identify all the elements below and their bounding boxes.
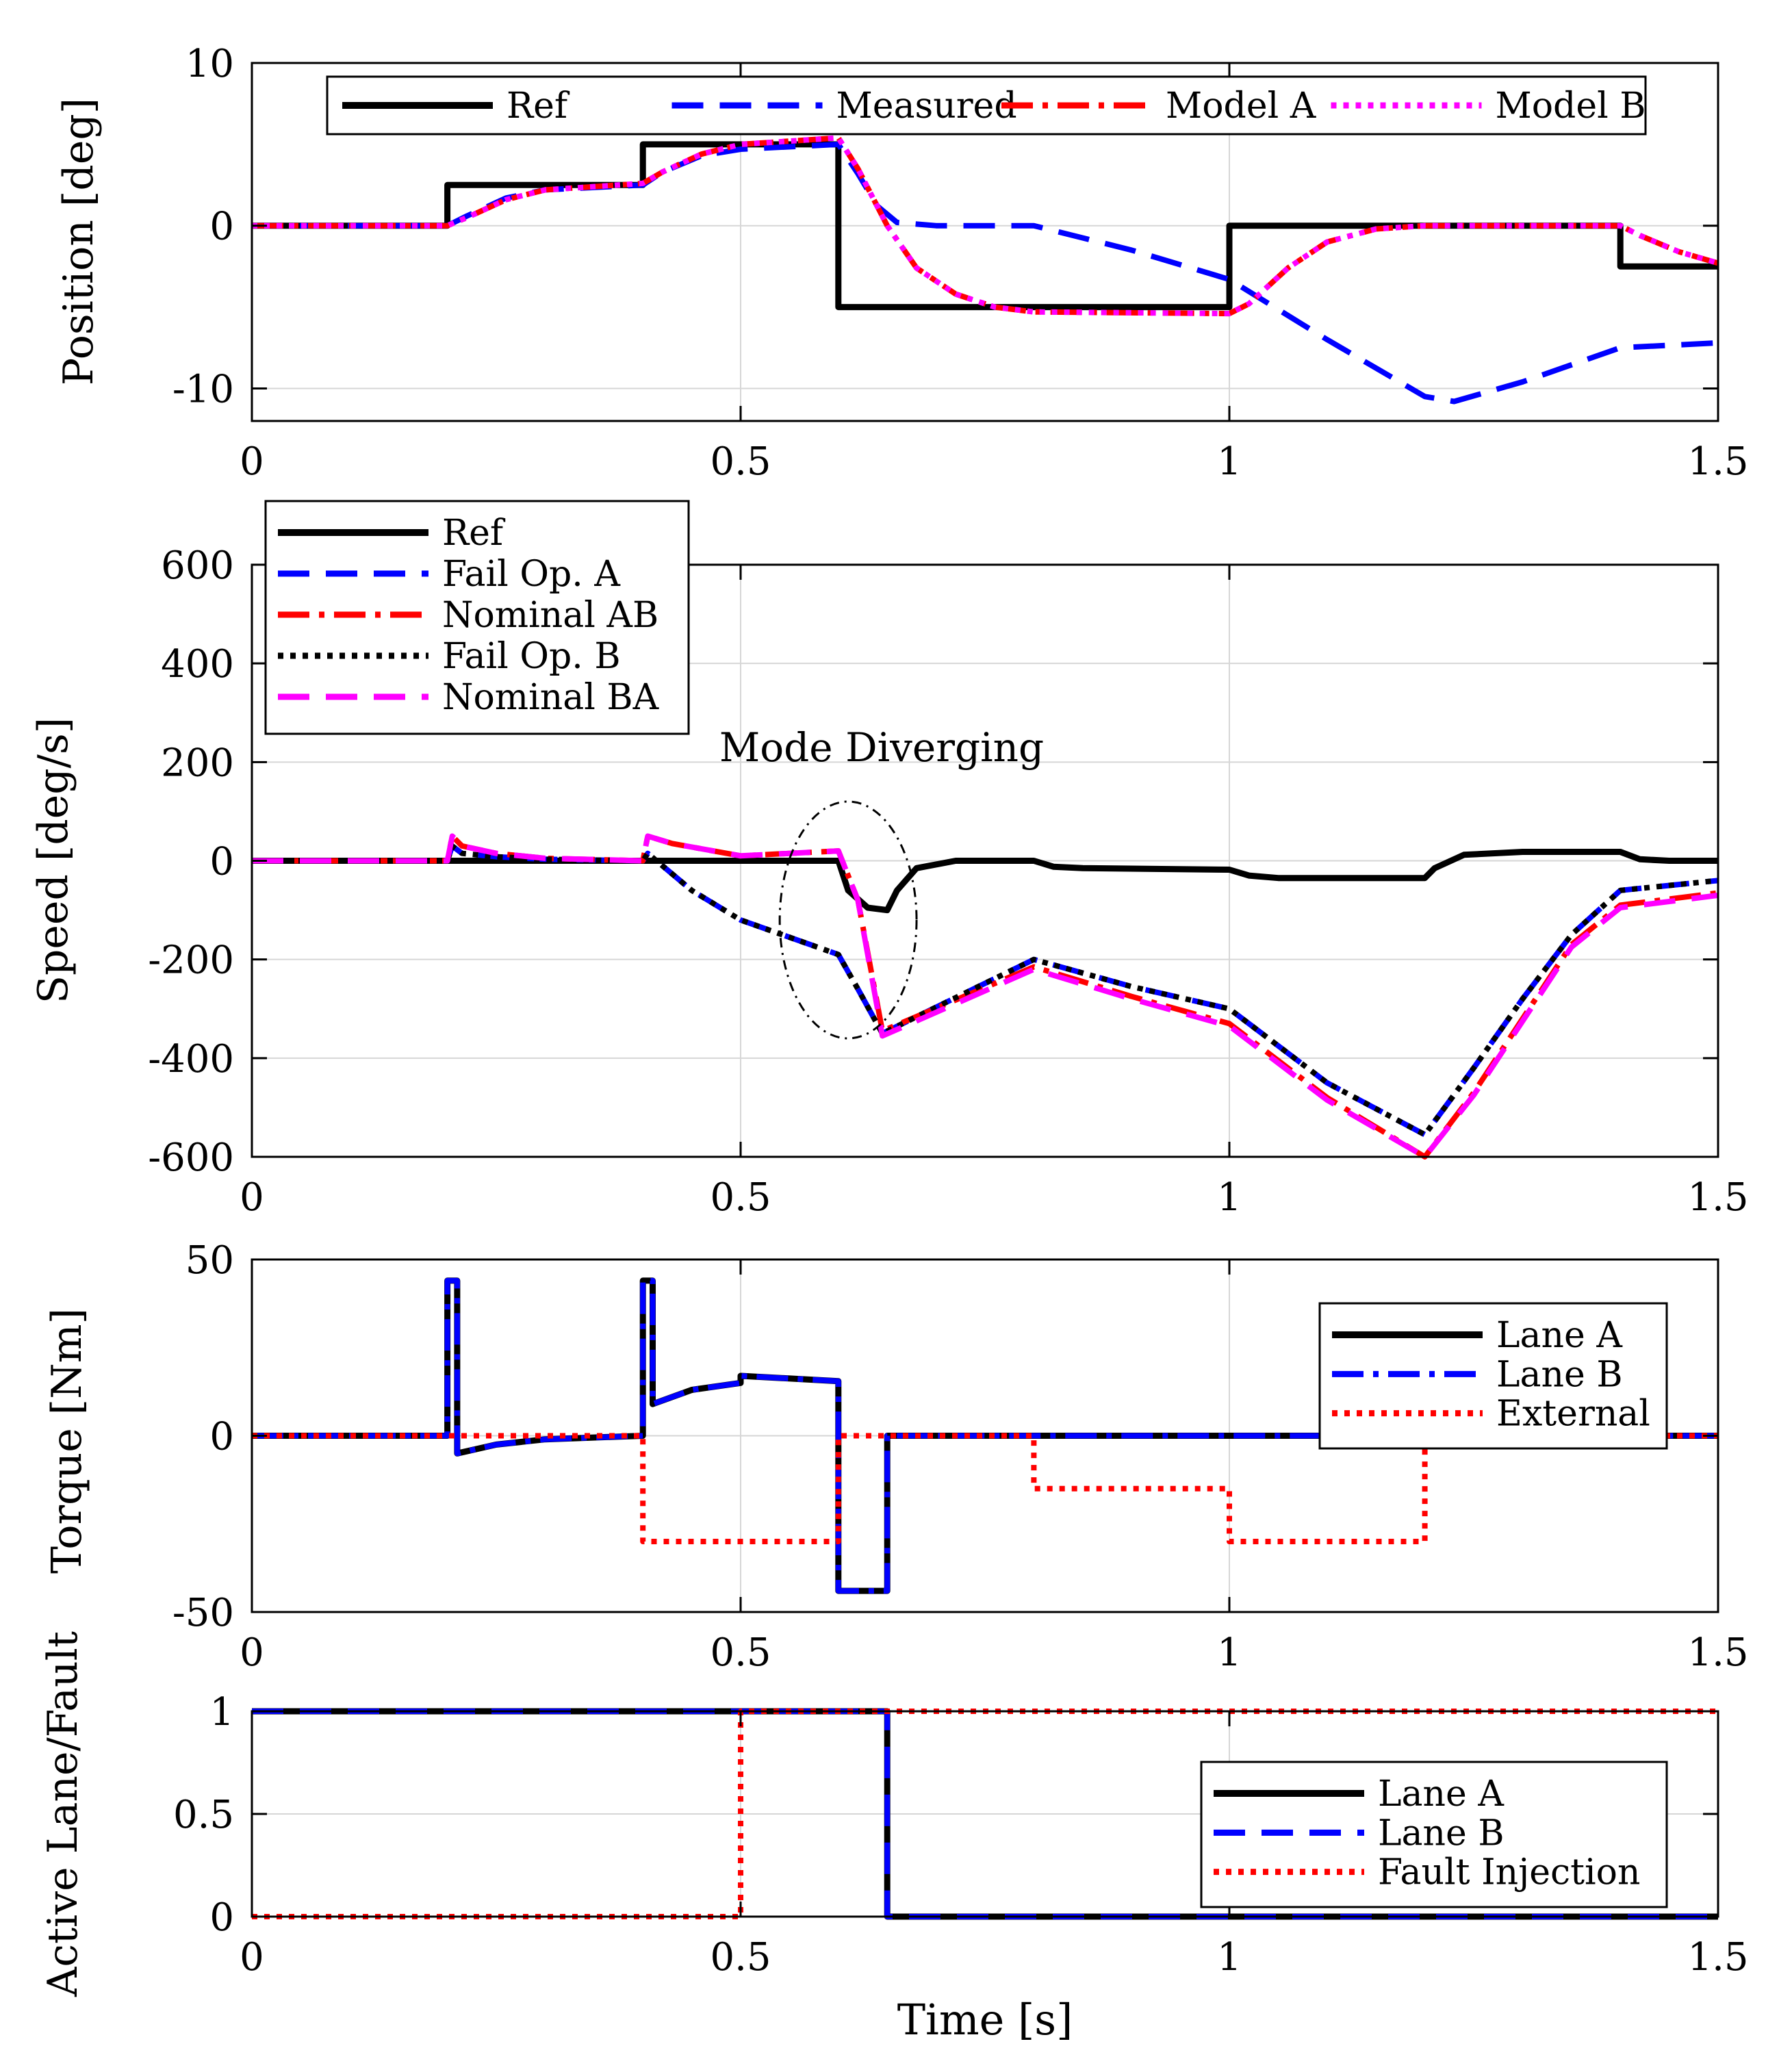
x-tick-label: 1.5 (1687, 439, 1748, 484)
legend-label: Model A (1166, 86, 1317, 127)
position-legend: Ref Measured Model A Model B (326, 75, 1647, 136)
legend-label: Model B (1496, 86, 1646, 127)
y-tick-label: 10 (185, 42, 234, 86)
position-axes-box (251, 62, 1719, 422)
x-tick-label: 0 (240, 439, 264, 484)
speed-series (252, 833, 1718, 1160)
torque-ylabel: Torque [Nm] (43, 1308, 91, 1574)
legend-label: Fault Injection (1378, 1852, 1640, 1893)
y-tick-label: 0 (209, 840, 234, 884)
x-tick-label: 0.5 (710, 1935, 771, 1980)
position-series (252, 135, 1718, 405)
y-tick-label: -50 (172, 1591, 234, 1635)
legend-label: Lane A (1378, 1774, 1505, 1815)
active-lane-ylabel: Active Lane/Fault (39, 1631, 87, 1997)
y-tick-label: 600 (161, 543, 234, 588)
legend-label: Nominal BA (442, 677, 660, 718)
x-tick-label: 1.5 (1687, 1175, 1748, 1220)
legend-box (326, 75, 1647, 136)
y-tick-label: -400 (148, 1037, 234, 1082)
x-tick-label: 1 (1217, 1935, 1242, 1980)
x-tick-label: 0 (240, 1630, 264, 1675)
series-speed-fail-op-a (252, 843, 1718, 1138)
series-position-ref (252, 141, 1718, 311)
series-torque-lane-b (252, 1277, 1718, 1594)
x-tick-label: 1.5 (1687, 1630, 1748, 1675)
mode-diverging-label: Mode Diverging (719, 724, 1044, 771)
legend-label: External (1496, 1394, 1650, 1435)
legend-label: Fail Op. A (442, 554, 621, 595)
y-tick-label: 1 (209, 1690, 234, 1735)
x-tick-label: 0.5 (710, 1175, 771, 1220)
x-tick-label: 1 (1217, 439, 1242, 484)
active-lane-panel: 0 0.5 1 1.5 1 0.5 0 Active Lane/Fault Time [s]… (39, 1631, 1749, 2045)
series-speed-ref (252, 849, 1718, 914)
legend-label: Lane A (1496, 1315, 1623, 1356)
legend-label: Nominal AB (442, 595, 658, 636)
legend-label: Fail Op. B (442, 636, 621, 677)
time-xlabel: Time [s] (897, 1995, 1073, 2045)
y-tick-label: 400 (161, 642, 234, 687)
y-tick-label: 0 (209, 1415, 234, 1459)
active-lane-ticks: 0 0.5 1 1.5 1 0.5 0 (173, 1690, 1749, 1980)
speed-panel: 0 0.5 1 1.5 600 400 200 0 -200 -400 -600 Speed [de… (29, 500, 1749, 1220)
y-tick-label: -200 (148, 938, 234, 983)
x-tick-label: 0.5 (710, 439, 771, 484)
series-speed-nominal-ba (252, 833, 1718, 1160)
mode-diverging-ellipse (778, 800, 918, 1040)
torque-series (252, 1277, 1718, 1594)
y-tick-label: -10 (172, 367, 234, 411)
y-tick-label: 50 (185, 1238, 234, 1283)
y-tick-label: 0.5 (173, 1793, 234, 1837)
series-speed-nominal-ab (252, 833, 1718, 1160)
y-tick-label: 0 (209, 1895, 234, 1940)
x-tick-label: 0.5 (710, 1630, 771, 1675)
legend-label: Lane B (1378, 1813, 1505, 1854)
series-position-model-b (252, 135, 1718, 317)
series-torque-external (252, 1433, 1718, 1544)
speed-ticks: 0 0.5 1 1.5 600 400 200 0 -200 -400 -600 (148, 543, 1748, 1220)
x-tick-label: 1 (1217, 1630, 1242, 1675)
y-tick-label: 0 (209, 205, 234, 249)
x-tick-label: 0 (240, 1175, 264, 1220)
legend-label: Ref (507, 86, 570, 127)
position-ylabel: Position [deg] (55, 98, 103, 385)
speed-ylabel: Speed [deg/s] (29, 717, 77, 1003)
legend-label: Lane B (1496, 1354, 1623, 1395)
x-tick-label: 1.5 (1687, 1935, 1748, 1980)
y-tick-label: 200 (161, 741, 234, 785)
y-tick-label: -600 (148, 1136, 234, 1180)
legend-label: Measured (836, 86, 1017, 127)
x-tick-label: 1 (1217, 1175, 1242, 1220)
x-tick-label: 0 (240, 1935, 264, 1980)
legend-label: Ref (442, 513, 506, 554)
